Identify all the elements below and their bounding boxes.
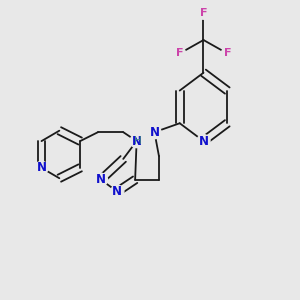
Circle shape (133, 136, 143, 146)
Circle shape (111, 185, 124, 198)
Circle shape (148, 126, 161, 139)
Circle shape (197, 134, 210, 148)
Circle shape (130, 134, 143, 148)
Text: F: F (200, 8, 207, 18)
Text: H: H (134, 136, 142, 146)
Circle shape (35, 161, 48, 174)
Text: N: N (199, 135, 208, 148)
Text: N: N (37, 161, 46, 174)
Text: F: F (224, 48, 231, 59)
Circle shape (174, 47, 186, 59)
Circle shape (198, 7, 209, 19)
Circle shape (221, 47, 233, 59)
Circle shape (94, 173, 107, 186)
Text: F: F (176, 48, 184, 59)
Text: N: N (96, 173, 106, 186)
Text: N: N (149, 126, 160, 139)
Text: N: N (132, 135, 142, 148)
Text: N: N (112, 185, 122, 198)
